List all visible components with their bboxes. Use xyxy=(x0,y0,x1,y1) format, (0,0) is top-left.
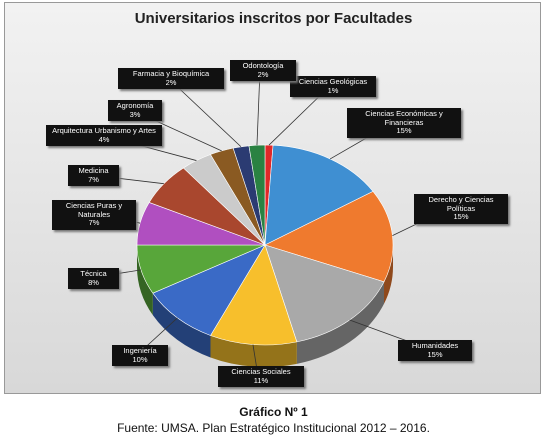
category-label: Ciencias Geológicas xyxy=(298,77,368,86)
source: Fuente: UMSA. Plan Estratégico Instituci… xyxy=(117,421,430,435)
data-label: Ciencias Puras y Naturales 7% xyxy=(52,200,136,230)
slice-side xyxy=(152,293,211,358)
value-label: 11% xyxy=(253,375,269,385)
data-label: Ciencias Económicas y Financieras 15% xyxy=(347,108,461,138)
data-label: Ciencias Geológicas 1% xyxy=(290,76,376,98)
category-label: Ingeniería xyxy=(123,346,157,355)
category-label: Odontología xyxy=(242,61,284,70)
value-label: 7% xyxy=(88,218,100,228)
data-label: Ciencias Sociales 11% xyxy=(218,366,304,388)
category-label: Agronomía xyxy=(116,101,154,110)
value-label: 2% xyxy=(257,69,269,79)
value-label: 8% xyxy=(88,277,99,287)
category-label: Ciencias Económicas y Financieras xyxy=(365,109,443,127)
value-label: 7% xyxy=(88,174,99,184)
category-label: Farmacia y Bioquímica xyxy=(132,69,210,78)
leader-line xyxy=(256,69,261,146)
value-label: 3% xyxy=(129,109,141,119)
leader-line xyxy=(167,77,242,148)
category-label: Medicina xyxy=(78,166,109,175)
slice xyxy=(152,244,266,358)
value-label: 10% xyxy=(132,354,148,364)
value-label: 2% xyxy=(165,77,177,87)
value-label: 15% xyxy=(396,126,412,136)
category-label: Derecho y Ciencias Políticas xyxy=(428,195,494,213)
value-label: 15% xyxy=(427,349,443,359)
category-label: Arquitectura Urbanismo y Artes xyxy=(52,126,156,135)
slice-top xyxy=(248,144,266,246)
data-label: Farmacia y Bioquímica 2% xyxy=(118,68,224,90)
data-label: Ingeniería 10% xyxy=(112,345,168,367)
category-label: Ciencias Sociales xyxy=(231,367,291,376)
category-label: Ciencias Puras y Naturales xyxy=(65,201,123,219)
value-label: 15% xyxy=(453,212,469,222)
data-label: Humanidades 15% xyxy=(398,340,472,362)
slice xyxy=(264,244,385,364)
data-label: Agronomía 3% xyxy=(108,100,162,122)
data-label: Arquitectura Urbanismo y Artes 4% xyxy=(46,125,162,147)
slice-top xyxy=(264,191,394,283)
chart-title: Universitarios inscritos por Facultades xyxy=(134,10,413,27)
slice-top xyxy=(264,244,385,343)
slice xyxy=(264,191,394,304)
data-label: Medicina 7% xyxy=(68,165,119,187)
slice-top xyxy=(210,244,298,346)
slice-top xyxy=(264,144,374,246)
category-label: Técnica xyxy=(80,269,107,278)
data-label: Técnica 8% xyxy=(68,268,119,290)
data-label: Odontología 2% xyxy=(230,60,296,82)
value-label: 4% xyxy=(98,134,110,144)
slice-side xyxy=(296,281,385,364)
data-label: Derecho y Ciencias Políticas 15% xyxy=(414,194,508,224)
slice-side xyxy=(384,245,393,304)
category-label: Humanidades xyxy=(411,341,459,350)
figure-caption: Gráfico Nº 1 xyxy=(239,405,308,419)
value-label: 1% xyxy=(327,85,339,95)
slice xyxy=(248,144,266,246)
slice xyxy=(264,144,374,246)
slice-top xyxy=(152,244,266,336)
